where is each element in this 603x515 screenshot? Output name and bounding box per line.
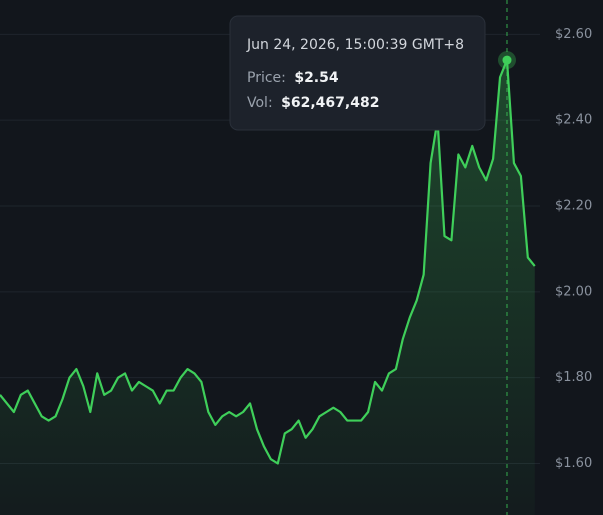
tooltip-label: Vol: <box>247 95 273 111</box>
y-tick-label: $2.40 <box>555 113 592 128</box>
tooltip-box <box>229 15 486 131</box>
tooltip: Jun 24, 2026, 15:00:39 GMT+8 Price: $2.5… <box>229 15 486 131</box>
hover-point <box>502 55 512 65</box>
tooltip-title: Jun 24, 2026, 15:00:39 GMT+8 <box>246 37 464 53</box>
tooltip-label: Price: <box>247 70 286 86</box>
tooltip-value: $62,467,482 <box>281 95 379 111</box>
tooltip-value: $2.54 <box>294 70 339 86</box>
tooltip-row: Vol: $62,467,482 <box>247 95 379 111</box>
y-tick-label: $2.00 <box>555 284 592 299</box>
y-tick-label: $1.60 <box>555 456 592 471</box>
y-tick-label: $1.80 <box>555 370 592 385</box>
y-tick-label: $2.20 <box>555 199 592 214</box>
area <box>0 60 535 515</box>
y-tick-label: $2.60 <box>555 27 592 42</box>
tooltip-row: Price: $2.54 <box>247 70 339 86</box>
line <box>0 58 536 465</box>
